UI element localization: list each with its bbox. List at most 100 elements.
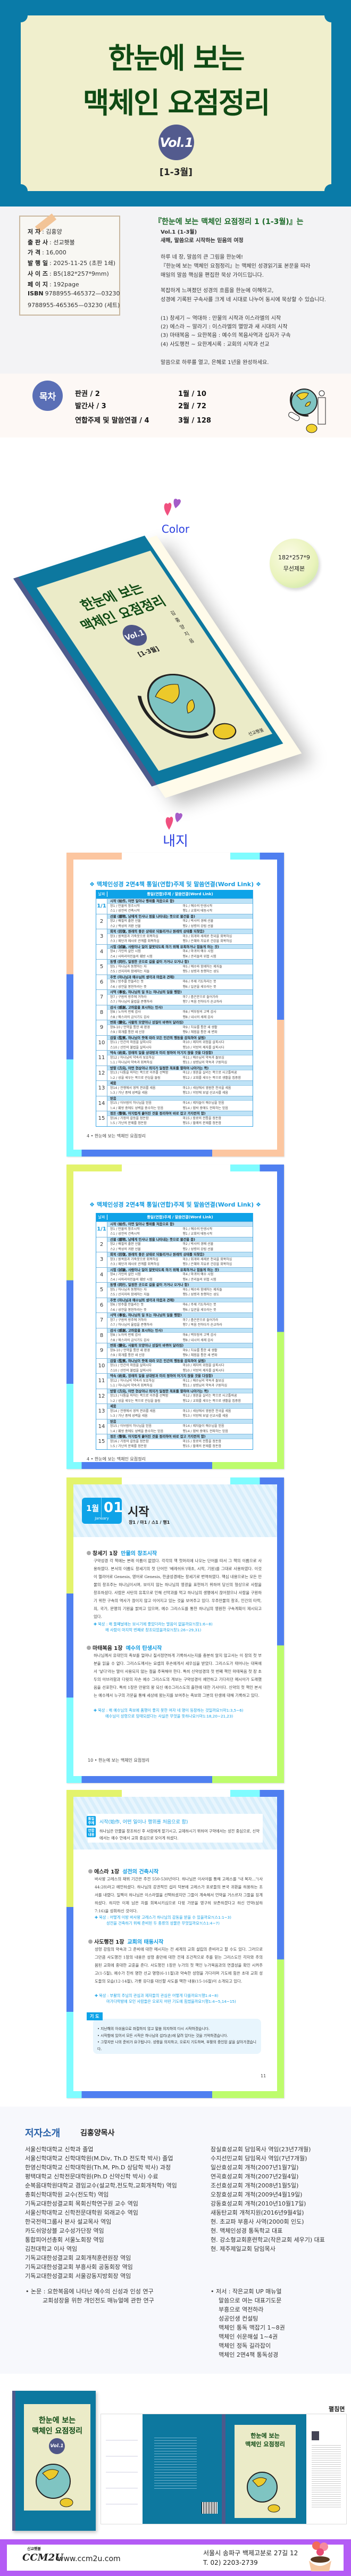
table-title: ❖ 맥체인성경 2면4책 통일(연합)주제 및 말씀연결(Word Link) … <box>89 881 261 888</box>
career-item: 한영신학대학교 신학대학원(Th.M, Ph.D 상담학 박사) 과정 <box>25 2164 171 2171</box>
author-section: 저자소개 김홍양목사 • 논문 : 요한복음에 나타난 예수의 신성과 인성 연… <box>0 2107 351 2374</box>
reading-ot: 창6 / 방주를 만들라는 뜻 <box>110 1303 144 1307</box>
row-line: 스3 / 제단과 제사로 관계를 회복하심 행3 / 은혜와 치유로 건강을 회복… <box>107 939 253 944</box>
ministry-item: 현. 맥체인성경 통독학교 대표 <box>211 2227 283 2234</box>
frame-left <box>66 853 73 1157</box>
frame-top-right <box>230 1790 284 1797</box>
frame-top-left <box>66 1165 122 1171</box>
reading-ot: 스6 / 성전을 봉헌하라는 뜻 <box>110 1308 147 1312</box>
book-item: 맥체인 통독 맥잡기 1~8권 <box>219 2324 285 2331</box>
row-body: 시험 (試驗, 사람이나 일이 잘못되도록 하기 위해 유혹하거나 힘들게 하는… <box>107 944 253 960</box>
row-line: 창4 / 가인의 살인 시험 마4 / 마귀의 예수 시험 <box>107 949 253 954</box>
website-link[interactable]: www.ccm2u.com <box>57 2555 121 2563</box>
ministry-item: 현. 제주제일교회 담임목사 <box>211 2245 275 2252</box>
reading-nt: 행11 / 성령님의 약속과 구원하심 <box>182 1384 228 1388</box>
row-line: 창14 / 전쟁에서 영적 권위를 세움 마13 / 세상에서 영원한 천국을 세… <box>107 1409 253 1414</box>
row-theme: 약속 (約束, 장래의 일을 상대방과 미리 정하여 어기지 않을 것을 다짐함… <box>107 1051 253 1055</box>
frame-left <box>66 1790 73 2098</box>
size-binding-badge: 182*257*9 무선제본 <box>270 539 319 588</box>
info-label: 저 자 <box>28 228 41 235</box>
prayer-list: • 지난해의 아쉬움으로 좌절하지 않고 말씀 의지하여 다시 시작하겠습니다.… <box>97 2026 259 2052</box>
reading-ot: 창2 / 배필의 출현 선물 <box>110 919 141 923</box>
reading-nt: 행13 / 이방에 보낼 선교사를 세움 <box>182 1414 228 1418</box>
row-theme: 선물 (膳物, 남에게 인사나 정을 나타내는 뜻으로 물건을 줌) <box>107 914 253 919</box>
row-theme: 회복 (回復, 원래의 좋은 상태로 되돌리거나 원래의 상태를 되찾음) <box>107 929 253 934</box>
frame-top-left <box>66 853 122 860</box>
row-body: 정돈 (整頓, 어지럽게 흩어진 것을 정리하여 바로 잡고 가지런히 함) 창1… <box>107 1111 253 1126</box>
reading-ot: 스8 / 에스라의 금식기도 감사 <box>110 1338 150 1342</box>
era-item: (2) 에스라 ~ 말라기 : 이스라엘의 멸망과 새 시대의 시작 <box>161 324 288 330</box>
reading-nt: 마4 / 마귀의 예수 시험 <box>182 950 214 954</box>
row-date: 15 <box>96 1434 107 1449</box>
ministry-item: 새동탄교회 개척지원(2016년9월4일) <box>211 2209 304 2216</box>
toc-item: 1월 / 10 <box>178 390 206 398</box>
info-row: 9788955-465365—03230 (세트) <box>28 301 120 309</box>
row-theme: 세움 <box>107 1081 253 1086</box>
row-theme: 선물 (膳物, 남에게 인사나 정을 나타내는 뜻으로 물건을 줌) <box>107 1237 253 1242</box>
info-row: ISBN 9788955-465372—03230 <box>28 290 120 297</box>
row-theme: 시험 (試驗, 사람이나 일이 잘못되도록 하기 위해 유혹하거나 힘들게 하는… <box>107 944 253 950</box>
reading-ot: 스6 / 성전을 봉헌하라는 뜻 <box>110 985 147 989</box>
book-chapter: 사도행전 1장 <box>94 1939 124 1945</box>
cover-volume: Vol.1 <box>118 622 152 649</box>
row-line: 스2 / 백성의 귀환 선물 행2 / 성령의 강림 선물 <box>107 924 253 929</box>
frame-bottom <box>66 1776 284 1783</box>
reading-nt: 마11 / 예수님의 약속과 돌보심 <box>182 1055 224 1060</box>
phone: T. 02) 2203-2739 <box>203 2559 258 2566</box>
row-body: 시작 (始作, 어떤 일이나 행위를 처음으로 함) 창1 / 만물의 창조시작 마… <box>107 899 253 914</box>
row-body: 방향 (方向, 어떤 현상이나 의지가 일정한 목표를 향하여 나아가는 쪽) 창… <box>107 1066 253 1081</box>
reading-nt: 행5 / 성령과 동행하는 성도 <box>182 1293 220 1297</box>
row-line: 창9-10 / 언약을 통한 새 환경 마9 / 치유를 통한 새 생활 <box>107 1025 253 1030</box>
row-line: 스8 / 에스라의 금식기도 감사 행8 / 내시의 세례 감사 <box>107 1338 253 1343</box>
row-theme: 시작 (始作, 어떤 일이나 행위를 처음으로 함) <box>107 899 253 904</box>
header-main: 통일(연합)주제 / 말씀연결(Word Link) <box>147 1215 213 1219</box>
book-3d-image: 한눈에 보는 맥체인 요점정리 Vol.1 [1-3월] 김홍양 지음 선교횃불 <box>0 527 351 804</box>
cover-globe-illustration <box>36 2464 73 2507</box>
reading-nt: 마9 / 치유를 통한 새 생활 <box>182 1025 218 1029</box>
book-spread-image: 한눈에 보는 맥체인 요점정리 <box>101 2414 347 2524</box>
row-theme: 변화 (變化, 사물의 모양이나 성질이 바뀌어 달라짐) <box>107 1343 253 1348</box>
row-body: 감사 (感謝, 고마움을 표시하는 인사) 창8 / 노아의 번제 감사 마8 / … <box>107 1328 253 1343</box>
frame-top-right <box>230 853 284 860</box>
row-line: 느4 / 훼방 중에도 성벽을 중수하는 믿음 행14 / 핍박 중에도 전파하는… <box>107 1106 253 1111</box>
reading-nt: 행5 / 성령과 동행하는 성도 <box>182 970 220 974</box>
info-row: 발 행 일: 2025-11-25 (초판 1쇄) <box>28 259 115 267</box>
row-line: 스3 / 제단과 제사로 관계를 회복하심 행3 / 은혜와 치유로 건강을 회복… <box>107 1262 253 1267</box>
paper-item: 교회성장을 위한 개인전도 매뉴얼에 관한 연구 <box>43 2297 154 2304</box>
row-line: 창3 / 원복음과 가죽옷으로 회복하심 마3 / 회개와 세례로 천국을 회복하… <box>107 934 253 939</box>
corner-notch <box>14 9 28 22</box>
header-date: 날짜 <box>96 891 107 897</box>
row-theme: 방향 (方向, 어떤 현상이나 의지가 일정한 목표를 향하여 나아가는 쪽) <box>107 1066 253 1071</box>
reading-ot: 느4 / 훼방 중에도 성벽을 중수하는 믿음 <box>110 1106 164 1110</box>
row-date: 12 <box>96 1066 107 1080</box>
frame-bottom <box>66 2091 284 2098</box>
reading-ot: 스1 / 성전의 건축시작 <box>110 1232 140 1236</box>
reading-ot: 스5 / 선지자와 함께하는 자들 <box>110 1293 150 1297</box>
cover-title-2: 맥체인 요점정리 <box>245 2441 285 2448</box>
cover-title-1: 한눈에 보는 <box>250 2432 280 2439</box>
unified-tag: 통일주제 <box>87 1816 96 1826</box>
row-body: 믿음 창15 / 아브람이 하나님을 믿음 마14 / 제자들이 예수님을 믿음 느4… <box>107 1419 253 1434</box>
row-line: 스9 / 회개를 통한 새 신앙 행9 / 체험을 통한 새 변화 <box>107 1030 253 1035</box>
date-month: 1월 <box>86 1504 99 1513</box>
row-line: 느2 / 성을 세우는 쪽으로 관심을 돌림 행12 / 교회를 세우는 쪽으로 … <box>107 1076 253 1080</box>
row-body: 회복 (回復, 원래의 좋은 상태로 되돌리거나 원래의 상태를 되찾음) 창3 … <box>107 929 253 944</box>
reading-nt: 마12 / 영혼을 살리는 쪽으로 사고틀바꿈 <box>182 1071 237 1075</box>
sample-page-contents-1: ❖ 맥체인성경 2면4책 통일(연합)주제 및 말씀연결(Word Link) … <box>66 853 284 1157</box>
row-theme: 변화 (變化, 사물의 모양이나 성질이 바뀌어 달라짐) <box>107 1020 253 1025</box>
spread-label: 펼침면 <box>329 2406 345 2413</box>
reading-ot: 스10 / 선민의 불법을 살피시다 <box>110 1045 152 1050</box>
reading-ot: 창4 / 가인의 살인 시험 <box>110 950 141 954</box>
table-row: 2 선물 (膳物, 남에게 인사나 정을 나타내는 뜻으로 물건을 줌) 창2 / … <box>96 1236 253 1252</box>
header-main: 통일(연합)주제 / 말씀연결(Word Link) <box>147 892 213 896</box>
toc-item: 연합주제 및 말씀연결 / 4 <box>75 417 149 425</box>
reading-nt: 행6 / 일꾼을 세우라는 뜻 <box>182 985 216 989</box>
cover-title-2: 맥체인 요점정리 <box>31 2427 83 2435</box>
reading-nt: 마15 / 장로의 전통을 정돈함 <box>182 1116 222 1120</box>
reading-ot: 창3 / 원복음과 가죽옷으로 회복하심 <box>110 934 158 938</box>
toc-item: 2월 / 72 <box>178 402 206 410</box>
section-subtitle: 예수의 탄생시작 <box>126 1646 162 1652</box>
row-date: 12 <box>96 1389 107 1403</box>
career-item: 기독교대한성결교회 서울강동지방회장 역임 <box>25 2273 131 2280</box>
book-cover: 한눈에 보는 맥체인 요점정리 Vol.1 [1-3월] 김홍양 지음 선교횃불 <box>13 535 283 787</box>
